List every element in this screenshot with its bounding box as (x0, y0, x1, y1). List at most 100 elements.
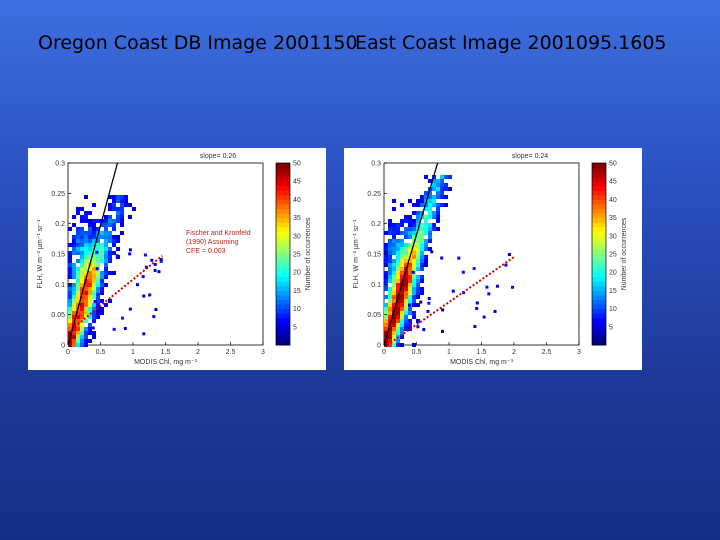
density-cell (76, 247, 80, 251)
density-cell (72, 295, 76, 299)
density-cell (416, 325, 420, 329)
density-cell (84, 291, 88, 295)
density-cell (84, 331, 88, 335)
density-cell (384, 303, 388, 307)
density-cell (92, 315, 96, 319)
density-cell (440, 195, 444, 199)
colorbar-segment (276, 267, 290, 273)
density-cell (420, 231, 424, 235)
density-cell (424, 247, 428, 251)
density-cell (92, 275, 96, 279)
colorbar-segment (276, 167, 290, 173)
density-cell (116, 211, 120, 215)
colorbar-segment (276, 203, 290, 209)
colorbar-label: Number of occurrences (305, 217, 312, 290)
density-cell (461, 270, 465, 274)
density-cell (104, 267, 108, 271)
density-cell (92, 295, 96, 299)
density-cell (76, 323, 80, 327)
density-cell (440, 203, 444, 207)
reference-dotted-line (386, 256, 515, 346)
density-cell (396, 247, 400, 251)
density-cell (400, 295, 404, 299)
colorbar-segment (592, 190, 606, 196)
density-cell (68, 323, 72, 327)
density-cell (91, 326, 95, 330)
density-cell (388, 303, 392, 307)
density-cell (392, 259, 396, 263)
density-cell (404, 319, 408, 323)
density-cell (396, 287, 400, 291)
density-cell (116, 235, 120, 239)
colorbar-segment (592, 317, 606, 323)
colorbar-segment (592, 194, 606, 200)
density-cell (424, 255, 428, 259)
density-cell (428, 235, 432, 239)
density-cell (68, 291, 72, 295)
density-cell (412, 223, 416, 227)
density-cell (120, 223, 124, 227)
density-cell (72, 299, 76, 303)
density-cell (112, 223, 116, 227)
density-cell (436, 207, 440, 211)
density-cell (104, 263, 108, 267)
density-cell (416, 279, 420, 283)
density-cell (96, 271, 100, 275)
density-cell (135, 283, 139, 287)
density-cell (427, 301, 431, 305)
density-cell (424, 239, 428, 243)
density-cell (80, 227, 84, 231)
density-cell (392, 235, 396, 239)
density-cell (92, 319, 96, 323)
density-cell (388, 295, 392, 299)
density-cell (485, 285, 489, 289)
density-cell (96, 315, 100, 319)
colorbar-segment (276, 299, 290, 305)
density-cell (80, 315, 84, 319)
density-cell (428, 231, 432, 235)
density-cell (92, 279, 96, 283)
colorbar-segment (592, 172, 606, 178)
density-cell (408, 275, 412, 279)
colorbar-tick-label: 50 (293, 161, 301, 168)
density-cell (416, 235, 420, 239)
density-cell (420, 199, 424, 203)
density-cell (76, 275, 80, 279)
colorbar-segment (592, 249, 606, 255)
density-cell (104, 275, 108, 279)
density-cell (424, 227, 428, 231)
density-cell (400, 219, 404, 223)
density-cell (108, 203, 112, 207)
colorbar-segment (592, 290, 606, 296)
density-cell (132, 207, 136, 211)
x-tick-label: 3 (577, 349, 581, 356)
density-cell (428, 239, 432, 243)
density-cell (424, 259, 428, 263)
density-cell (404, 219, 408, 223)
density-cell (112, 327, 116, 331)
colorbar-segment (592, 313, 606, 319)
density-cell (420, 239, 424, 243)
density-cell (404, 271, 408, 275)
density-cell (428, 199, 432, 203)
density-cell (80, 275, 84, 279)
colorbar-segment (276, 208, 290, 214)
density-cell (428, 215, 432, 219)
density-cell (92, 335, 96, 339)
density-cell (396, 299, 400, 303)
density-cell (80, 335, 84, 339)
density-cell (128, 252, 132, 256)
density-cell (80, 343, 84, 347)
density-cell (96, 247, 100, 251)
density-cell (92, 203, 96, 207)
density-cell (76, 303, 80, 307)
y-tick-label: 0 (377, 343, 381, 350)
density-cell (396, 231, 400, 235)
density-cell (88, 251, 92, 255)
density-cell (396, 227, 400, 231)
density-cell (120, 207, 124, 211)
y-tick-label: 0.25 (367, 191, 381, 198)
colorbar-segment (592, 299, 606, 305)
density-cell (68, 339, 72, 343)
density-cell (96, 243, 100, 247)
